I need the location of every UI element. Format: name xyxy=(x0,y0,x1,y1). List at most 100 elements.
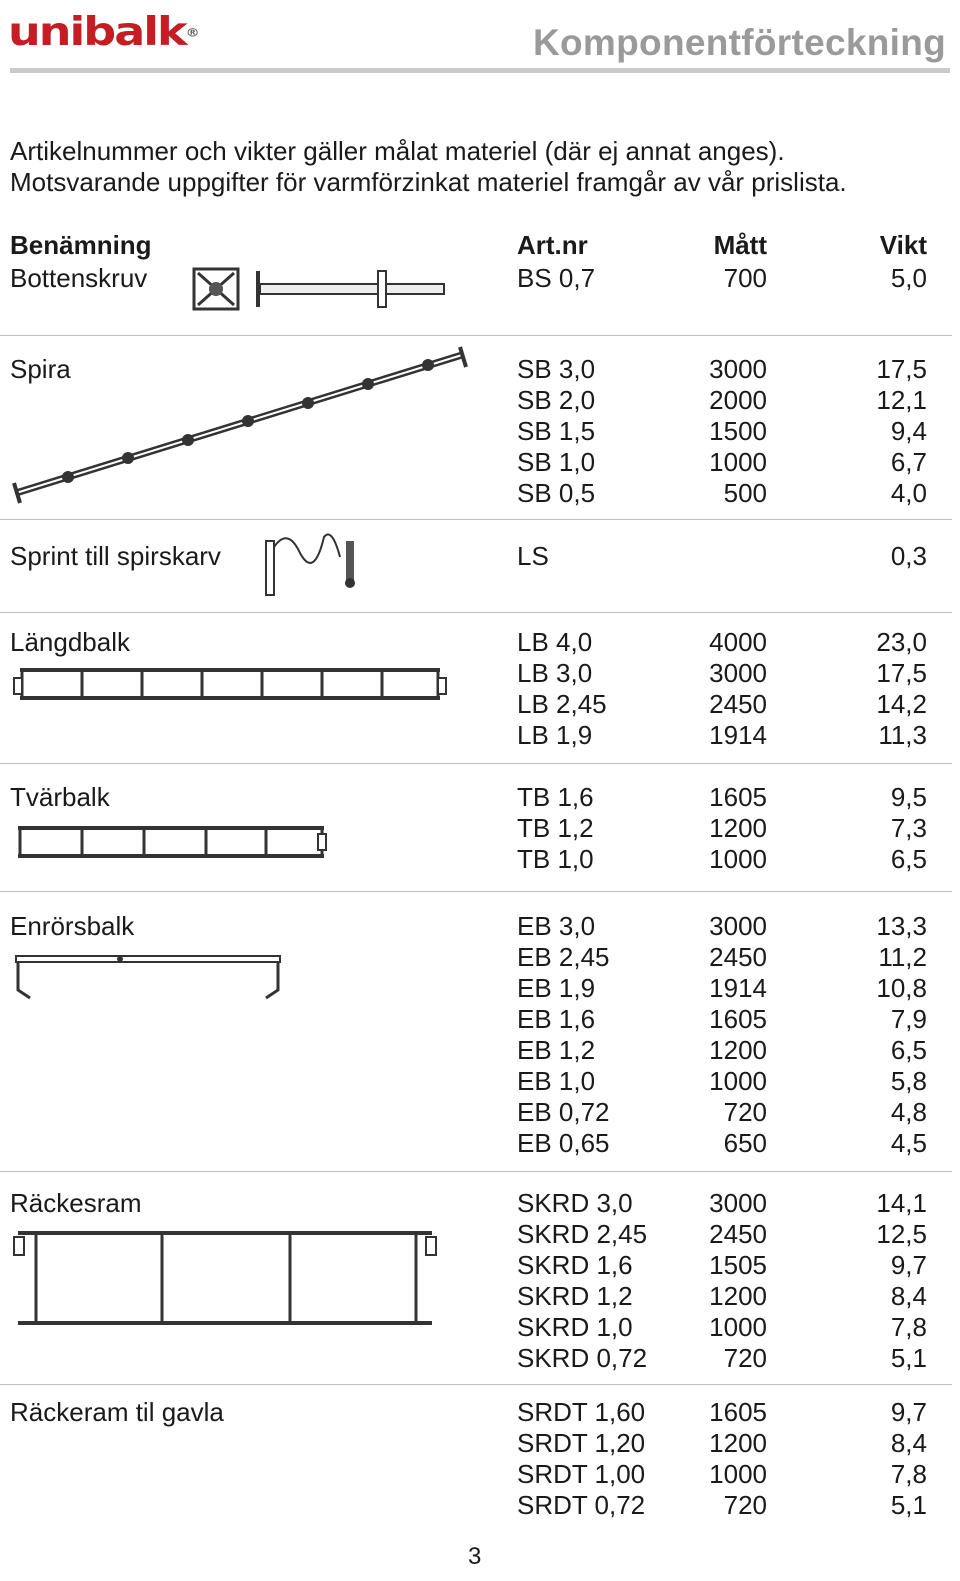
cell-art: SB 3,0 xyxy=(517,354,596,384)
cell-art: LS xyxy=(517,541,549,571)
table-row: SB 2,0 2000 12,1 xyxy=(0,385,960,416)
cell-art: SB 2,0 xyxy=(517,385,596,415)
table-row: EB 3,0 3000 13,3 xyxy=(0,911,960,942)
unibalk-logo: unibalk® xyxy=(8,8,200,55)
cell-vikt: 8,4 xyxy=(890,1428,927,1458)
cell-vikt: 5,8 xyxy=(890,1066,927,1096)
table-row: TB 1,2 1200 7,3 xyxy=(0,813,960,844)
cell-art: SKRD 2,45 xyxy=(517,1219,648,1249)
cell-matt: 700 xyxy=(723,263,767,293)
cell-vikt: 4,0 xyxy=(890,478,927,508)
table-row: EB 1,0 1000 5,8 xyxy=(0,1066,960,1097)
cell-vikt: 7,8 xyxy=(890,1312,927,1342)
cell-matt: 720 xyxy=(723,1097,767,1127)
cell-vikt: 11,3 xyxy=(878,720,927,750)
table-row: SKRD 3,0 3000 14,1 xyxy=(0,1188,960,1219)
cell-art: TB 1,6 xyxy=(517,782,594,812)
section-divider xyxy=(0,763,952,764)
enrorsbalk-illustration xyxy=(15,955,281,1000)
table-row: EB 2,45 2450 11,2 xyxy=(0,942,960,973)
cell-matt: 1500 xyxy=(709,416,767,446)
cell-matt: 1200 xyxy=(709,813,767,843)
cell-vikt: 0,3 xyxy=(890,541,927,571)
cell-vikt: 7,9 xyxy=(890,1004,927,1034)
table-row: EB 1,2 1200 6,5 xyxy=(0,1035,960,1066)
intro-text: Artikelnummer och vikter gäller målat ma… xyxy=(10,136,847,198)
table-row: EB 1,9 1914 10,8 xyxy=(0,973,960,1004)
table-row: LS 0,3 xyxy=(0,541,960,572)
table-row: TB 1,6 1605 9,5 xyxy=(0,782,960,813)
cell-matt: 720 xyxy=(723,1490,767,1520)
section-name-bottenskruv: Bottenskruv xyxy=(10,263,148,293)
cell-art: SKRD 3,0 xyxy=(517,1188,633,1218)
page-title: Komponentförteckning xyxy=(533,22,946,63)
section-divider xyxy=(0,519,952,520)
cell-vikt: 17,5 xyxy=(876,354,927,384)
table-row: SKRD 1,6 1505 9,7 xyxy=(0,1250,960,1281)
cell-vikt: 17,5 xyxy=(876,658,927,688)
cell-art: EB 0,65 xyxy=(517,1128,610,1158)
table-row: SRDT 1,00 1000 7,8 xyxy=(0,1459,960,1490)
table-row: SKRD 1,2 1200 8,4 xyxy=(0,1281,960,1312)
cell-art: LB 1,9 xyxy=(517,720,593,750)
cell-matt: 4000 xyxy=(709,627,767,657)
cell-matt: 1505 xyxy=(709,1250,767,1280)
cell-matt: 2450 xyxy=(709,689,767,719)
intro-line-1: Artikelnummer och vikter gäller målat ma… xyxy=(10,136,785,166)
cell-matt: 500 xyxy=(723,478,767,508)
column-header-art: Art.nr xyxy=(517,230,588,260)
section-divider xyxy=(0,891,952,892)
table-row: EB 1,6 1605 7,9 xyxy=(0,1004,960,1035)
cell-vikt: 6,5 xyxy=(890,1035,927,1065)
cell-vikt: 5,1 xyxy=(890,1343,927,1373)
column-header-matt: Mått xyxy=(713,230,767,260)
table-row: SB 1,5 1500 9,4 xyxy=(0,416,960,447)
cell-vikt: 9,4 xyxy=(890,416,927,446)
table-row: TB 1,0 1000 6,5 xyxy=(0,844,960,875)
cell-art: BS 0,7 xyxy=(517,263,596,293)
cell-vikt: 5,1 xyxy=(890,1490,927,1520)
cell-matt: 1605 xyxy=(709,782,767,812)
cell-art: LB 2,45 xyxy=(517,689,607,719)
cell-vikt: 4,8 xyxy=(890,1097,927,1127)
table-row: SKRD 1,0 1000 7,8 xyxy=(0,1312,960,1343)
sprint-illustration xyxy=(265,533,355,596)
section-name-spira: Spira xyxy=(10,354,71,384)
table-row: LB 1,9 1914 11,3 xyxy=(0,720,960,751)
column-header-name: Benämning xyxy=(10,230,152,260)
header-divider xyxy=(10,68,950,73)
table-row: LB 3,0 3000 17,5 xyxy=(0,658,960,689)
cell-vikt: 7,8 xyxy=(890,1459,927,1489)
table-row: BS 0,7 700 5,0 xyxy=(0,263,960,294)
cell-art: SB 1,0 xyxy=(517,447,596,477)
table-row: EB 0,72 720 4,8 xyxy=(0,1097,960,1128)
cell-matt: 1605 xyxy=(709,1004,767,1034)
table-row: SKRD 0,72 720 5,1 xyxy=(0,1343,960,1374)
cell-art: EB 1,2 xyxy=(517,1035,596,1065)
cell-art: EB 3,0 xyxy=(517,911,596,941)
intro-line-2: Motsvarande uppgifter för varmförzinkat … xyxy=(10,167,847,197)
table-row: SB 0,5 500 4,0 xyxy=(0,478,960,509)
cell-matt: 1000 xyxy=(709,1066,767,1096)
cell-art: SRDT 1,60 xyxy=(517,1397,646,1427)
cell-matt: 1914 xyxy=(709,720,767,750)
section-name-langdbalk: Längdbalk xyxy=(10,627,130,657)
table-row: EB 0,65 650 4,5 xyxy=(0,1128,960,1159)
cell-art: TB 1,0 xyxy=(517,844,594,874)
section-name-tvarbalk: Tvärbalk xyxy=(10,782,110,812)
cell-art: SB 1,5 xyxy=(517,416,596,446)
cell-vikt: 9,7 xyxy=(890,1250,927,1280)
section-divider xyxy=(0,1171,952,1172)
cell-vikt: 11,2 xyxy=(878,942,927,972)
section-name-sprint: Sprint till spirskarv xyxy=(10,541,221,571)
cell-art: SKRD 0,72 xyxy=(517,1343,648,1373)
cell-art: SKRD 1,6 xyxy=(517,1250,633,1280)
cell-matt: 1000 xyxy=(709,447,767,477)
table-row: SRDT 1,60 1605 9,7 xyxy=(0,1397,960,1428)
cell-matt: 3000 xyxy=(709,1188,767,1218)
cell-art: SRDT 1,20 xyxy=(517,1428,646,1458)
column-header-vikt: Vikt xyxy=(879,230,927,260)
table-row: LB 4,0 4000 23,0 xyxy=(0,627,960,658)
cell-vikt: 8,4 xyxy=(890,1281,927,1311)
rackesram-illustration xyxy=(13,1231,437,1325)
